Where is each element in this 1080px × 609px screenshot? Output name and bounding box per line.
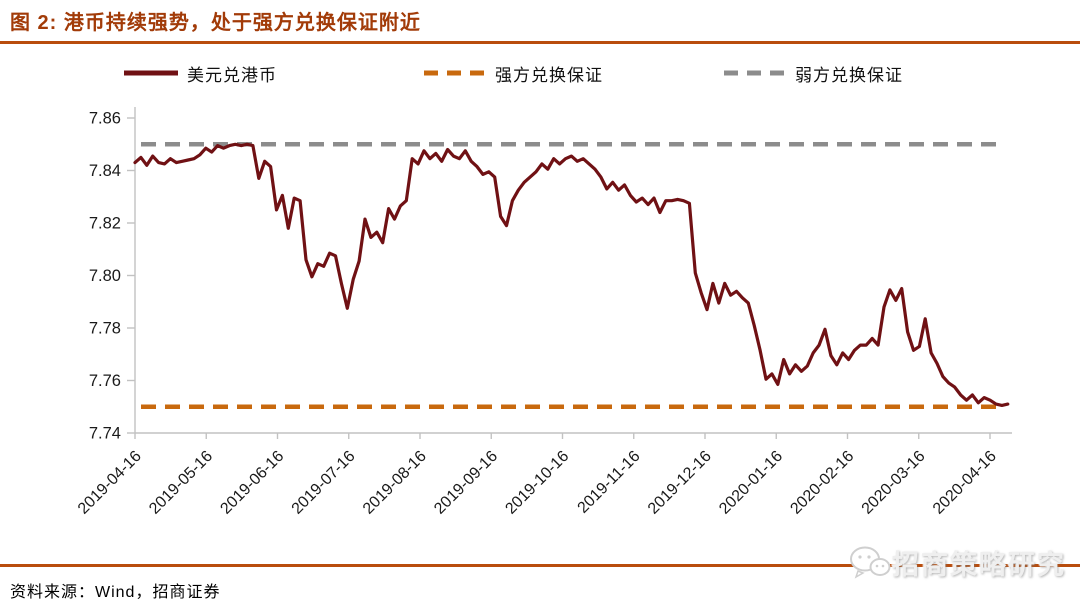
svg-text:2019-04-16: 2019-04-16 (75, 448, 145, 518)
legend-label-usd-hkd: 美元兑港币 (187, 65, 277, 85)
svg-text:2019-09-16: 2019-09-16 (431, 448, 501, 518)
chart-area: 7.86 7.84 7.82 7.80 7.78 7.76 7.74 2019-04-16 20… (0, 95, 1080, 565)
svg-text:7.80: 7.80 (89, 267, 121, 285)
source-note: 资料来源：Wind，招商证券 (10, 584, 221, 601)
dashed-line-swatch-icon (424, 70, 486, 76)
svg-text:2020-03-16: 2020-03-16 (859, 448, 929, 518)
svg-text:7.76: 7.76 (89, 372, 121, 390)
legend-label-weak-side: 弱方兑换保证 (795, 65, 903, 85)
wechat-icon (850, 546, 891, 579)
svg-text:2019-05-16: 2019-05-16 (146, 448, 216, 518)
legend-item-usd-hkd: 美元兑港币 (122, 61, 422, 86)
legend-item-strong-side: 强方兑换保证 (422, 61, 722, 86)
dashed-line-swatch-icon (724, 70, 786, 76)
watermark: 招商策略研究 (848, 543, 1066, 582)
svg-text:2020-04-16: 2020-04-16 (930, 448, 1000, 518)
svg-text:2019-07-16: 2019-07-16 (289, 448, 359, 518)
svg-text:7.86: 7.86 (89, 110, 121, 128)
svg-text:7.78: 7.78 (89, 320, 121, 338)
svg-text:2020-02-16: 2020-02-16 (787, 448, 857, 518)
svg-text:7.84: 7.84 (89, 162, 121, 180)
svg-text:7.82: 7.82 (89, 215, 121, 233)
svg-text:2019-12-16: 2019-12-16 (645, 448, 715, 518)
svg-text:2019-06-16: 2019-06-16 (217, 448, 287, 518)
legend-item-weak-side: 弱方兑换保证 (722, 61, 1022, 86)
figure-title: 图 2: 港币持续强势，处于强方兑换保证附近 (10, 12, 421, 34)
watermark-text: 招商策略研究 (892, 550, 1066, 580)
title-underline (0, 41, 1080, 44)
chart-legend: 美元兑港币 强方兑换保证 弱方兑换保证 (122, 58, 1022, 88)
svg-text:2020-01-16: 2020-01-16 (716, 448, 786, 518)
svg-text:2019-10-16: 2019-10-16 (502, 448, 572, 518)
legend-label-strong-side: 强方兑换保证 (495, 65, 603, 85)
solid-line-swatch-icon (124, 70, 178, 76)
svg-text:2019-11-16: 2019-11-16 (575, 448, 644, 517)
footer-rule (0, 564, 1080, 567)
svg-text:7.74: 7.74 (89, 425, 121, 443)
svg-text:2019-08-16: 2019-08-16 (360, 448, 430, 518)
